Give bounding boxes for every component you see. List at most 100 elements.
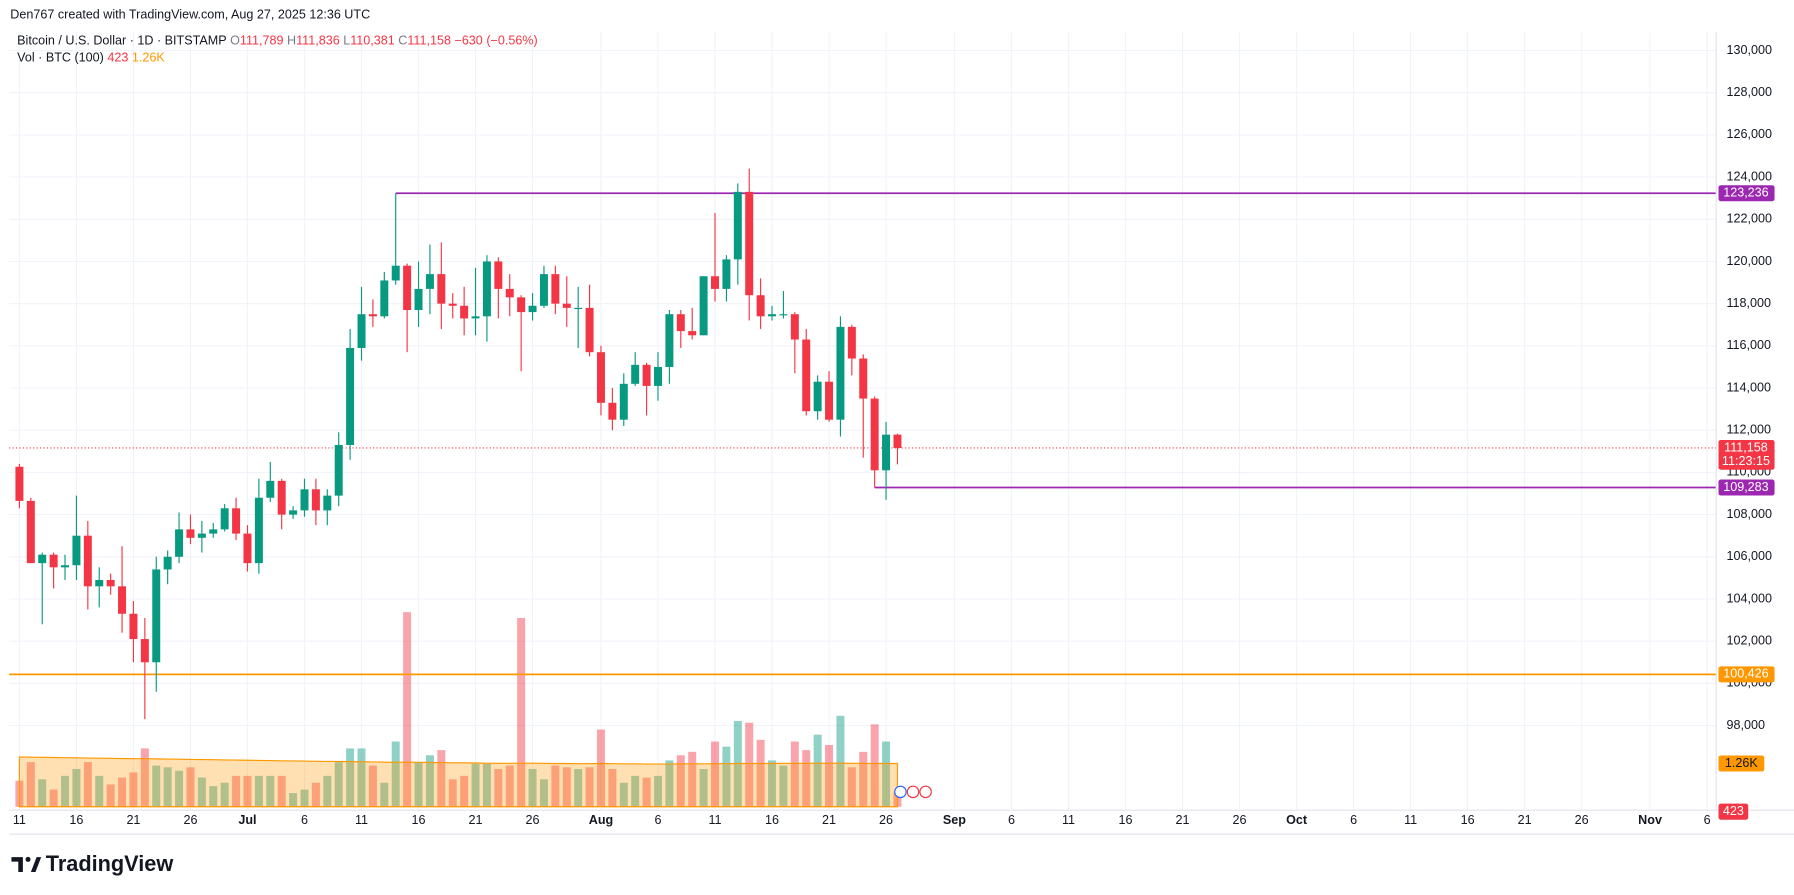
candle-body [642,364,651,386]
volume-bar [163,767,172,807]
candle-body [186,529,195,538]
volume-bar [357,748,366,807]
volume-bar [425,755,434,807]
level-label-box [1718,185,1775,202]
volume-pane [15,612,902,808]
candle-body [517,297,526,313]
volume-bar [197,777,206,807]
x-tick-label: 26 [183,813,197,827]
level-label: 109,283 [1723,480,1768,494]
volume-bar [106,784,115,807]
volume-bar [448,779,457,807]
candle-body [665,314,674,367]
volume-bar [460,775,469,807]
volume-bar [505,765,514,807]
y-tick-label: 104,000 [1726,591,1771,605]
candle-body [197,533,206,538]
candle-body [619,383,628,420]
volume-bar [368,765,377,807]
brand-logo: TradingView [11,851,173,876]
volume-bar [676,755,685,807]
candle-body [653,366,662,386]
volume-bar [813,734,822,807]
candle-body [482,261,491,317]
volume-bar [414,762,423,807]
candle-body [140,639,149,663]
candle-body [471,316,480,319]
candle-body [232,508,241,534]
candle-body [368,314,377,317]
volume-bar [129,772,138,807]
grid [9,32,1717,811]
candle-body [494,261,503,289]
price-axis: 98,000100,000102,000104,000106,000108,00… [1718,43,1775,820]
x-tick-label: 21 [126,813,140,827]
x-tick-label: 11 [1062,813,1075,827]
x-tick-label: 16 [69,813,83,827]
candle-body [254,497,263,564]
candle-body [756,295,765,317]
level-label: 123,236 [1723,186,1768,200]
level-label-box [1718,479,1775,496]
volume-bar [551,765,560,807]
volume-bar [802,750,811,807]
y-tick-label: 122,000 [1726,212,1771,226]
candle-body [243,533,252,564]
volume-bar [175,770,184,807]
volume-bar [300,789,309,807]
last-price-label: 111,158 [1724,440,1768,454]
level-label: 100,426 [1723,667,1768,681]
x-tick-label: 26 [526,813,540,827]
candle-body [391,265,400,281]
candle-body [688,331,697,336]
volume-bar [403,612,412,807]
x-tick-label: Sep [943,813,966,827]
candle-body [209,529,218,534]
candle-body [289,510,298,515]
change: −630 [454,34,482,48]
candle-body [72,535,81,566]
ohlc-prefix: C [398,34,407,48]
ohlc-value: 111,836 [296,34,340,48]
candle-body [711,276,719,289]
price-pane [9,168,1717,720]
candle-body [528,305,537,313]
brand: TradingView [46,851,174,876]
y-tick-label: 108,000 [1726,507,1771,521]
volume-name: Vol · BTC (100) [17,51,104,65]
volume-bar [722,746,731,807]
x-tick-label: 16 [1119,813,1133,827]
candle-body [152,569,161,663]
candle-body [893,434,902,448]
ohlc-prefix: L [343,34,350,48]
x-tick-label: Aug [589,813,613,827]
candle-body [277,480,286,515]
candle-body [596,352,605,403]
volume-bar [391,741,400,807]
y-tick-label: 114,000 [1726,380,1771,394]
ohlc-value: 111,789 [240,34,284,48]
candle-body [357,314,366,348]
x-tick-label: 6 [1704,813,1711,827]
candle-body [460,305,469,319]
y-tick-label: 120,000 [1726,254,1771,268]
volume-bar [790,741,799,807]
volume-bar [118,777,127,807]
candle-body [220,508,229,530]
volume-value: 423 [107,51,128,65]
candle-body [61,565,70,568]
candle-body [859,358,868,399]
volume-ma-value: 1.26K [132,51,165,65]
candle-body [95,579,104,587]
volume-bar [779,765,788,807]
candle-body [631,364,640,384]
volume-bar [83,762,92,807]
volume-bar [346,748,355,807]
volume-bar [711,741,719,807]
candle-body [346,347,355,445]
x-tick-label: 11 [708,813,721,827]
x-tick-label: 11 [1404,813,1417,827]
volume-bar [437,750,446,807]
x-tick-label: 16 [765,813,779,827]
